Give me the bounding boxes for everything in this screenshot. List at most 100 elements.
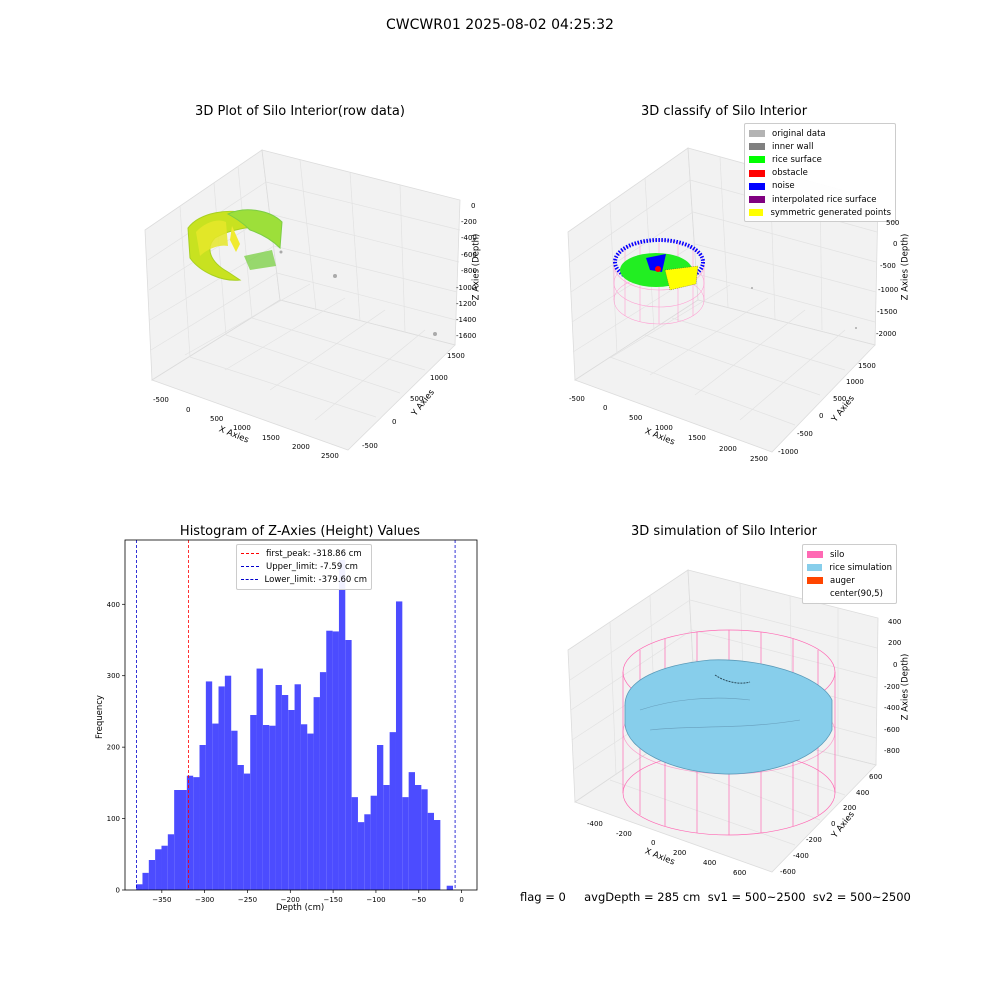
histogram-bar [167,834,175,890]
histogram-bar [288,710,295,890]
raw-ytick: -500 [362,442,378,450]
classify-xtick: 2500 [750,455,768,463]
simulation-ztick: -800 [884,747,900,755]
classify-panel-title: 3D classify of Silo Interior [640,104,808,119]
raw-ztick: -600 [461,251,477,259]
histogram-chart: −350 −300 −250 −200 −150 −100 −50 0 0 100 200 300 4… [107,539,478,904]
swatch-icon [749,209,764,217]
histogram-bar [142,872,149,890]
xtick-label: −250 [238,896,257,904]
histogram-bar [281,695,289,890]
simulation-ztick: -600 [884,726,900,734]
histogram-yticks: 0 100 200 300 400 [107,601,125,895]
classify-point-cloud [613,238,857,329]
histogram-bar [155,849,162,890]
legend-item-inner-wall: inner wall [749,140,891,153]
legend-item-upper-limit: Upper_limit: -7.59 cm [241,560,367,573]
histogram-xticks: −350 −300 −250 −200 −150 −100 −50 0 [152,890,464,904]
raw-xtick: 2500 [321,452,339,460]
classify-xtick: 500 [629,414,643,422]
raw-xtick: 500 [210,415,224,423]
histogram-bar [300,724,308,890]
raw-ztick: -1200 [456,300,477,308]
histogram-frame [124,539,478,891]
swatch-icon [807,551,823,559]
swatch-icon [749,169,765,177]
histogram-bar [224,675,232,890]
histogram-bar [231,730,238,890]
histogram-bar [250,715,257,890]
histogram-bar [446,885,454,890]
simulation-xtick: -200 [616,830,632,838]
raw-panel-title: 3D Plot of Silo Interior(row data) [195,104,405,119]
classify-xtick: 1500 [688,434,706,442]
histogram-bar [351,797,358,890]
simulation-3d-plot [567,569,879,873]
histogram-bar [205,681,213,890]
raw-ytick: 500 [410,395,424,403]
simulation-xtick: 400 [703,859,717,867]
classify-xtick: 1000 [655,424,673,432]
histogram-bar [212,723,219,890]
raw-ztick: -200 [461,218,477,226]
ytick-label: 200 [107,744,120,752]
xtick-label: −100 [366,896,385,904]
legend-item-lower-limit: Lower_limit: -379.60 cm [241,573,367,586]
xtick-label: −350 [152,896,171,904]
raw-ytick: 0 [392,418,397,426]
histogram-bar [275,685,282,890]
histogram-bar [434,820,441,890]
legend-item-obstacle: obstacle [749,167,891,180]
status-line: flag = 0 avgDepth = 285 cm sv1 = 500~250… [520,890,911,904]
simulation-ztick: 400 [888,618,902,626]
legend-item-symmetric-generated-points: symmetric generated points [749,206,891,219]
raw-point-cloud [187,209,437,336]
figure-title: CWCWR01 2025-08-02 04:25:32 [386,17,614,33]
histogram-bar [376,745,384,890]
histogram-bar [136,884,143,890]
classify-ztick: -2000 [876,330,897,338]
raw-pane-back [144,149,461,451]
histogram-bar [243,773,251,890]
classify-ztick: -500 [880,262,896,270]
histogram-bar [237,765,244,890]
histogram-bar [389,732,396,890]
histogram-bar [193,777,200,890]
histogram-bar [199,745,206,890]
histogram-bar [408,772,415,890]
histogram-bar [313,697,320,890]
histogram-bar [174,790,181,890]
xtick-label: −200 [281,896,300,904]
raw-ztick: -1000 [456,284,477,292]
legend-item-first-peak: first_peak: -318.86 cm [241,547,367,560]
histogram-legend: first_peak: -318.86 cm Upper_limit: -7.5… [236,544,372,590]
raw-3d-plot [144,149,461,451]
simulation-panel-title: 3D simulation of Silo Interior [631,524,817,539]
histogram-bar [414,785,422,890]
dashed-line-icon [241,553,259,555]
dashed-line-icon [241,566,259,568]
simulation-legend: silo rice simulation auger center(90,5) [802,544,897,604]
legend-item-interpolated-rice-surface: interpolated rice surface [749,193,891,206]
histogram-bar [148,860,156,890]
classify-ytick: 0 [819,412,824,420]
histogram-bars [136,560,454,890]
ytick-label: 400 [107,601,120,609]
swatch-icon [807,577,823,585]
simulation-xtick: 200 [673,849,687,857]
xtick-label: −150 [323,896,342,904]
raw-ztick: 0 [471,202,476,210]
classify-xtick: -500 [569,395,585,403]
simulation-ytick: 600 [869,773,883,781]
histogram-ylabel: Frequency [94,695,105,739]
simulation-ytick: 200 [843,804,857,812]
ytick-label: 300 [107,672,120,680]
histogram-reference-lines [136,540,456,890]
classify-xtick: 0 [603,404,608,412]
histogram-bar [332,631,339,890]
histogram-xlabel: Depth (cm) [276,903,325,913]
simulation-ytick: 0 [831,820,836,828]
raw-xtick: 0 [186,406,191,414]
dashed-line-icon [241,579,258,581]
simulation-ytick: -200 [806,836,822,844]
